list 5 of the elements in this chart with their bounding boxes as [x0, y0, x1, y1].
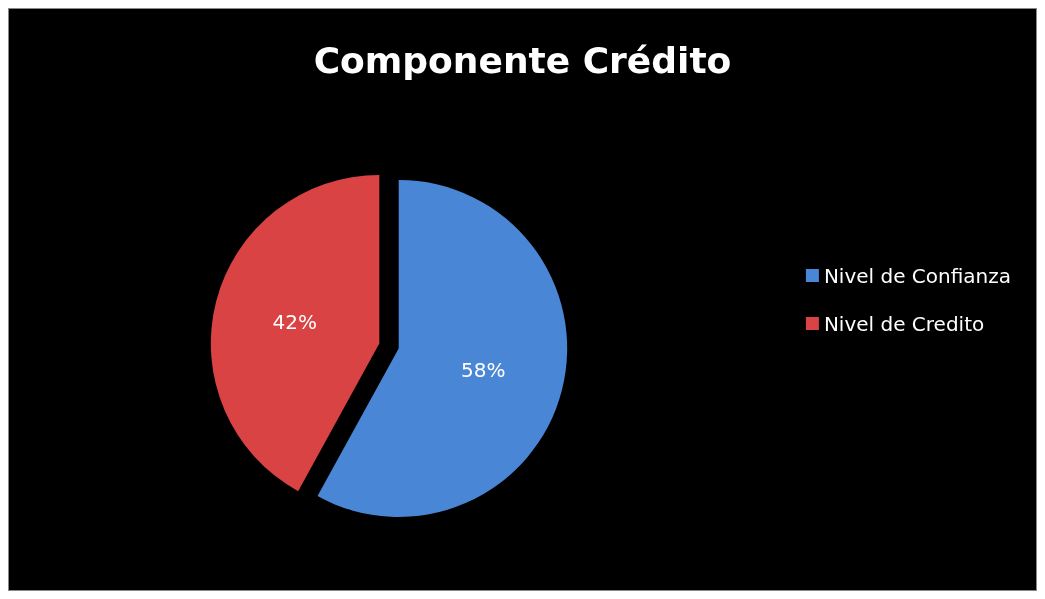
legend-label: Nivel de Credito — [823, 311, 985, 336]
data-label: 58% — [460, 358, 506, 383]
data-label: 42% — [272, 309, 318, 334]
chart-title: Componente Crédito — [313, 39, 732, 81]
legend-label: Nivel de Confianza — [823, 263, 1011, 288]
